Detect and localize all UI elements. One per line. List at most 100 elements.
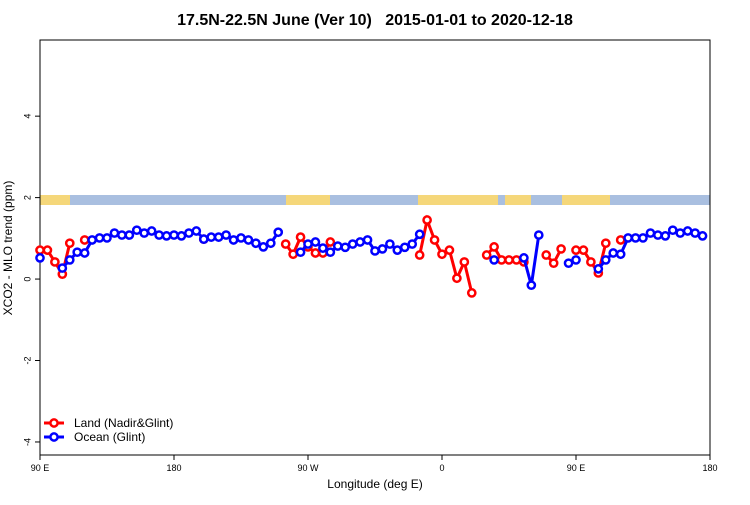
data-point [161, 231, 172, 241]
data-point [310, 237, 321, 247]
data-point [258, 242, 269, 252]
chart-title: 17.5N-22.5N June (Ver 10) 2015-01-01 to … [177, 12, 573, 29]
land-strip [418, 195, 498, 205]
data-point [667, 225, 678, 236]
data-point [675, 228, 686, 238]
data-point [541, 250, 552, 260]
data-point [489, 242, 499, 252]
ocean-strip [40, 195, 710, 205]
data-point [332, 241, 343, 251]
data-point [295, 247, 306, 258]
x-tick-label: 180 [166, 463, 181, 473]
data-point [64, 238, 75, 249]
data-point [511, 255, 522, 265]
data-point [615, 235, 626, 245]
data-point [571, 245, 581, 255]
data-point [608, 248, 619, 258]
data-point [251, 238, 261, 249]
data-point [377, 244, 388, 254]
data-point [682, 226, 693, 236]
data-point [444, 245, 455, 255]
data-point [489, 255, 499, 265]
data-point [414, 229, 425, 240]
data-point [35, 253, 45, 263]
data-point [429, 235, 440, 245]
data-point [102, 233, 112, 243]
data-point [72, 247, 83, 258]
data-point [407, 239, 418, 249]
data-point [198, 234, 209, 245]
data-point [42, 245, 53, 255]
data-point [355, 237, 365, 247]
data-point [176, 231, 187, 241]
y-tick-label: 2 [22, 195, 32, 200]
land-strip [505, 195, 531, 205]
y-tick-label: 4 [22, 114, 32, 119]
data-point [318, 243, 328, 253]
x-tick-label: 0 [439, 463, 444, 473]
data-point [526, 280, 537, 291]
data-point [109, 228, 120, 238]
x-tick-label: 180 [702, 463, 717, 473]
data-point [593, 264, 604, 274]
data-point [548, 258, 559, 269]
data-point [288, 249, 298, 260]
data-point [600, 255, 611, 265]
data-point [57, 263, 68, 273]
data-point [481, 250, 492, 260]
data-point [221, 230, 231, 240]
legend-marker [49, 418, 59, 428]
y-tick-label: -2 [22, 357, 32, 365]
data-point [437, 249, 447, 260]
x-axis-label: Longitude (deg E) [327, 477, 422, 491]
data-point [578, 245, 589, 255]
data-point [615, 249, 626, 260]
data-point [452, 273, 462, 284]
data-point [243, 235, 254, 245]
data-point [295, 232, 306, 242]
data-point [556, 244, 566, 254]
data-point [79, 248, 90, 258]
data-point [325, 247, 336, 258]
data-point [79, 235, 90, 245]
data-point [347, 239, 358, 249]
data-point [50, 257, 60, 267]
data-point [697, 231, 708, 241]
x-tick-label: 90 W [297, 463, 319, 473]
data-point [466, 288, 477, 298]
x-tick-label: 90 E [31, 463, 50, 473]
data-point [325, 237, 336, 247]
data-point [600, 238, 611, 249]
data-point [310, 248, 321, 258]
data-point [422, 215, 432, 225]
data-point [124, 230, 135, 240]
data-point [571, 255, 581, 265]
data-point [459, 257, 470, 267]
data-point [370, 246, 380, 256]
data-point [303, 239, 313, 249]
legend-marker [49, 432, 59, 442]
data-point [184, 228, 194, 238]
data-point [64, 255, 75, 265]
land-strip [286, 195, 330, 205]
data-point [340, 242, 351, 253]
legend-label: Land (Nadir&Glint) [74, 416, 173, 430]
data-point [206, 232, 217, 242]
data-point [169, 230, 179, 240]
land-strip [562, 195, 610, 205]
data-point [623, 233, 633, 243]
data-point [273, 227, 284, 238]
data-point [94, 233, 105, 243]
data-point [638, 233, 648, 243]
data-point [653, 230, 663, 240]
data-point [504, 255, 514, 265]
data-point [146, 226, 157, 236]
data-point [87, 235, 97, 245]
land-strip [40, 195, 70, 205]
data-point [496, 255, 507, 265]
data-point [236, 233, 246, 243]
data-point [362, 235, 373, 245]
data-point [690, 228, 700, 238]
data-point [191, 226, 202, 236]
